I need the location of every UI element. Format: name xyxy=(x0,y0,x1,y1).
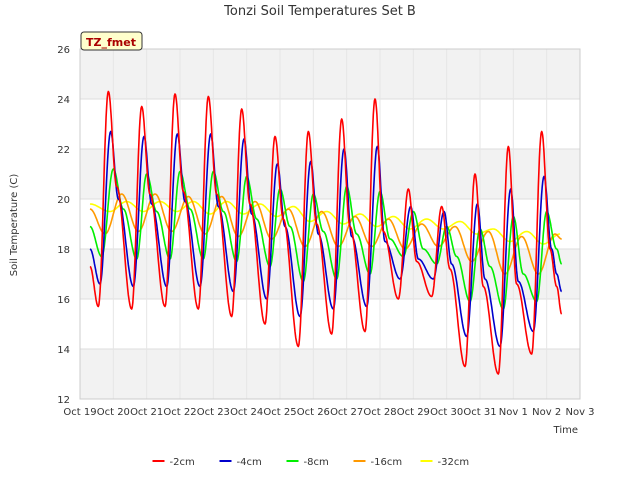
y-tick-label: 12 xyxy=(57,395,70,406)
y-tick-label: 14 xyxy=(57,345,70,356)
plot-band xyxy=(80,99,580,149)
badge-box xyxy=(80,31,143,51)
plot-band xyxy=(80,149,580,199)
x-tick-label: Oct 24 xyxy=(230,407,263,418)
y-tick-label: 20 xyxy=(57,195,70,206)
x-tick-label: Oct 22 xyxy=(163,407,196,418)
legend-label: -32cm xyxy=(438,457,470,468)
x-axis-label: Time xyxy=(553,425,578,436)
x-tick-label: Nov 3 xyxy=(565,407,594,418)
y-tick-label: 16 xyxy=(57,295,70,306)
y-tick-labels: 12 14 16 18 20 22 24 26 xyxy=(57,45,70,406)
legend-label: -4cm xyxy=(237,457,262,468)
x-tick-label: Oct 26 xyxy=(297,407,330,418)
y-tick-label: 18 xyxy=(57,245,70,256)
x-tick-label: Oct 23 xyxy=(197,407,230,418)
legend-item: -2cm xyxy=(152,457,195,468)
x-tick-label: Oct 29 xyxy=(397,407,430,418)
legend-item: -4cm xyxy=(219,457,262,468)
legend-item: -32cm xyxy=(420,457,470,468)
legend-item: -16cm xyxy=(353,457,403,468)
chart-title: Tonzi Soil Temperatures Set B xyxy=(223,4,416,19)
y-tick-label: 26 xyxy=(57,45,70,56)
legend-label: -16cm xyxy=(371,457,403,468)
series-line-minus-8cm xyxy=(89,168,563,310)
x-tick-label: Oct 25 xyxy=(263,407,296,418)
badge-label: TZ_fmet xyxy=(86,36,136,49)
plot-band xyxy=(80,349,580,399)
legend-label: -8cm xyxy=(304,457,329,468)
x-tick-label: Nov 1 xyxy=(499,407,528,418)
x-tick-label: Oct 28 xyxy=(363,407,396,418)
x-tick-labels: Oct 19 Oct 20 Oct 21 Oct 22 Oct 23 Oct 24 Oct … xyxy=(63,407,594,418)
y-axis-label: Soil Temperature (C) xyxy=(9,174,20,277)
x-tick-label: Nov 2 xyxy=(532,407,561,418)
series-line-minus-2cm xyxy=(89,90,563,375)
y-tick-label: 24 xyxy=(57,95,70,106)
series-lines xyxy=(89,90,563,375)
plot-background-bands xyxy=(80,49,580,399)
legend-item: -8cm xyxy=(286,457,329,468)
x-tick-label: Oct 21 xyxy=(130,407,163,418)
x-tick-label: Oct 19 xyxy=(63,407,96,418)
legend-label: -2cm xyxy=(170,457,195,468)
x-tick-label: Oct 20 xyxy=(97,407,130,418)
x-tick-label: Oct 27 xyxy=(330,407,363,418)
x-tick-label: Oct 31 xyxy=(463,407,496,418)
legend: -2cm -4cm -8cm -16cm -32cm xyxy=(152,457,470,468)
plot-band xyxy=(80,49,580,99)
y-tick-label: 22 xyxy=(57,145,70,156)
plot-band xyxy=(80,199,580,249)
x-tick-label: Oct 30 xyxy=(430,407,463,418)
badge: TZ_fmet xyxy=(80,31,143,51)
plot-frame xyxy=(79,48,581,400)
